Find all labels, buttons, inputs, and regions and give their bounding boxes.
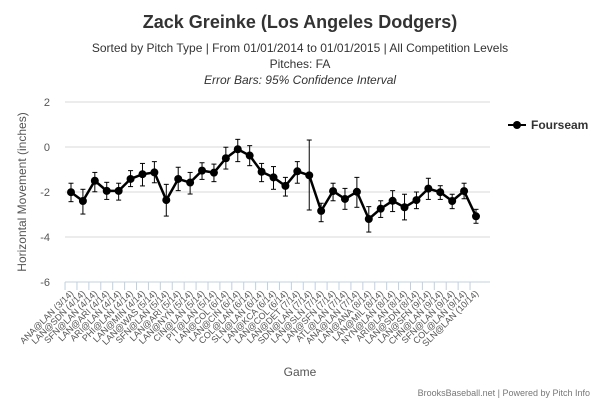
data-point xyxy=(376,204,385,213)
data-point xyxy=(460,187,469,196)
chart-title: Zack Greinke (Los Angeles Dodgers) xyxy=(143,12,457,32)
data-point xyxy=(174,174,183,183)
data-point xyxy=(400,203,409,212)
data-point xyxy=(150,168,159,177)
data-point xyxy=(388,196,397,205)
data-point xyxy=(78,197,87,205)
y-axis-title: Horizontal Movement (inches) xyxy=(15,112,29,271)
data-point xyxy=(221,154,230,163)
y-tick-label: 2 xyxy=(44,97,50,109)
data-point xyxy=(448,197,457,205)
x-axis-title: Game xyxy=(284,365,317,379)
y-tick-label: -6 xyxy=(40,277,50,289)
legend-marker xyxy=(513,121,521,129)
data-point xyxy=(198,166,207,175)
data-point xyxy=(329,187,338,196)
data-point xyxy=(424,184,433,193)
y-tick-label: 0 xyxy=(44,142,50,154)
credit-text: BrooksBaseball.net | Powered by Pitch In… xyxy=(418,388,590,398)
data-point xyxy=(233,145,242,154)
data-point xyxy=(138,170,147,179)
data-point xyxy=(257,167,266,176)
chart-subtitle-1: Sorted by Pitch Type | From 01/01/2014 t… xyxy=(92,41,508,55)
data-point xyxy=(472,212,480,221)
chart-subtitle-3: Error Bars: 95% Confidence Interval xyxy=(204,73,396,87)
data-point xyxy=(364,215,373,223)
legend-label: Fourseam xyxy=(531,118,588,132)
data-point xyxy=(340,194,349,203)
chart-subtitle-2: Pitches: FA xyxy=(270,57,331,71)
data-point xyxy=(102,186,111,195)
data-point xyxy=(412,196,421,205)
data-point xyxy=(186,178,195,187)
data-point xyxy=(67,188,75,197)
data-point xyxy=(162,196,171,205)
y-tick-label: -2 xyxy=(40,187,50,199)
data-point xyxy=(90,176,99,185)
data-point xyxy=(352,187,361,196)
data-point xyxy=(305,171,314,180)
data-point xyxy=(293,167,302,176)
data-point xyxy=(436,188,445,197)
y-tick-label: -4 xyxy=(40,232,50,244)
data-point xyxy=(209,168,218,177)
data-point xyxy=(281,181,290,190)
data-point xyxy=(317,206,326,215)
legend-item-fourseam[interactable]: Fourseam xyxy=(508,118,588,132)
data-point xyxy=(245,151,254,160)
data-point xyxy=(114,186,123,195)
data-point xyxy=(269,173,278,182)
data-point xyxy=(126,174,135,183)
